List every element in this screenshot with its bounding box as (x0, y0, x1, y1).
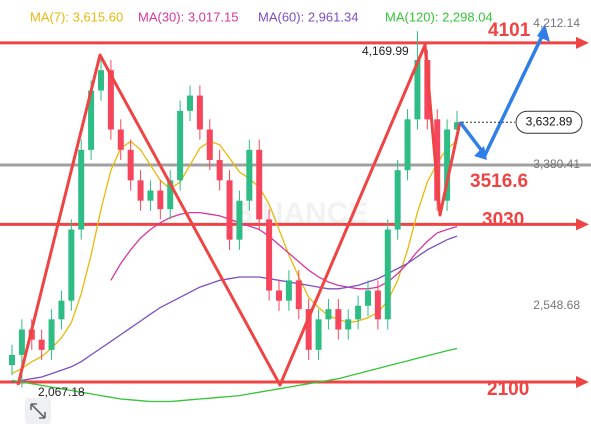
candle-body (157, 190, 164, 210)
candle-body (196, 95, 203, 130)
level-label: 3030 (482, 209, 524, 230)
candle-body (137, 180, 144, 201)
ma-line (11, 140, 458, 375)
ma-line (11, 347, 458, 403)
candle-body (305, 309, 312, 350)
candle-body (78, 149, 85, 230)
expand-icon[interactable] (25, 398, 51, 424)
arrow-head (537, 24, 550, 42)
candle-body (256, 149, 263, 220)
candle-body (246, 149, 253, 201)
candle-body (404, 119, 411, 171)
candle-body (414, 60, 421, 120)
high-marker: 4,169.99 (362, 44, 409, 58)
candle-body (177, 110, 184, 181)
ma-line (110, 211, 458, 290)
ma-line (11, 235, 458, 383)
candle-body (266, 219, 273, 291)
candle-body (18, 329, 25, 355)
candle-body (107, 70, 114, 130)
candle-body (226, 180, 233, 240)
candle-body (424, 60, 431, 120)
arrow-head (474, 146, 487, 160)
candle-body (48, 319, 55, 350)
candle-body (206, 129, 213, 161)
y-tick-label: 2,548.68 (533, 298, 580, 312)
candle-body (216, 160, 223, 181)
level-arrow (576, 218, 589, 231)
candle-body (147, 190, 154, 201)
level-label: 2100 (487, 379, 529, 400)
candle-body (117, 129, 124, 150)
candle-body (285, 280, 292, 301)
current-price-label: 3,632.89 (526, 114, 573, 128)
level-arrow (576, 36, 589, 49)
low-marker: 2,067.18 (38, 385, 85, 399)
candle-body (68, 229, 75, 301)
candles (9, 31, 460, 388)
candle-body (394, 170, 401, 230)
candle-body (127, 149, 134, 181)
icon-glyph[interactable] (30, 403, 46, 419)
y-tick-label: 3,380.41 (533, 157, 580, 171)
candle-body (98, 70, 104, 91)
candle-body (384, 229, 391, 320)
candle-body (355, 305, 362, 320)
level-arrow (576, 376, 589, 389)
current-price-box (515, 110, 583, 134)
candle-body (374, 290, 381, 320)
candle-body (295, 280, 302, 310)
candle-body (325, 309, 332, 320)
candle-body (88, 90, 95, 150)
legend-entry: MA(120): 2,298.04 (385, 9, 493, 24)
legend-entry: MA(30): 3,017.15 (138, 9, 238, 24)
front-layer: 4,212.14 3,380.41 2,548.68 4101 3030 2100 MA(7… (30, 9, 583, 400)
y-tick-label: 4,212.14 (533, 16, 580, 30)
zigzag-drawing (16, 43, 462, 387)
level-label: 4101 (488, 20, 531, 41)
candle-body (236, 200, 243, 240)
candle-body (444, 129, 451, 201)
candle-body (434, 119, 441, 201)
candle-body (276, 290, 282, 301)
candle-body (315, 319, 322, 350)
drawings (16, 24, 550, 387)
forecast-arrow (458, 29, 547, 157)
candle-body (365, 290, 371, 306)
candle-body (58, 300, 65, 320)
candle-body (345, 319, 352, 330)
candle-body (335, 309, 342, 330)
legend-entry: MA(60): 2,961.34 (258, 9, 358, 24)
candle-body (187, 95, 193, 111)
candle-body (38, 339, 45, 350)
candle-body (9, 354, 15, 366)
target-label: 3516.6 (470, 171, 528, 192)
candle-body (454, 122, 460, 130)
legend-entry: MA(7): 3,615.60 (30, 9, 123, 24)
candle-body (167, 180, 174, 210)
back-layer (0, 36, 591, 403)
